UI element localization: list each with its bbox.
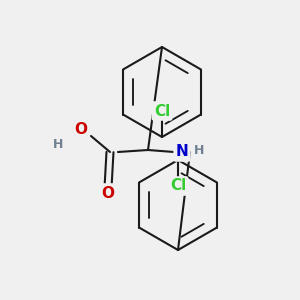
Text: H: H <box>194 143 204 157</box>
Text: N: N <box>176 145 188 160</box>
Text: Cl: Cl <box>170 178 186 194</box>
Text: O: O <box>74 122 88 137</box>
Text: O: O <box>101 185 115 200</box>
Text: H: H <box>53 137 63 151</box>
Text: Cl: Cl <box>154 103 170 118</box>
